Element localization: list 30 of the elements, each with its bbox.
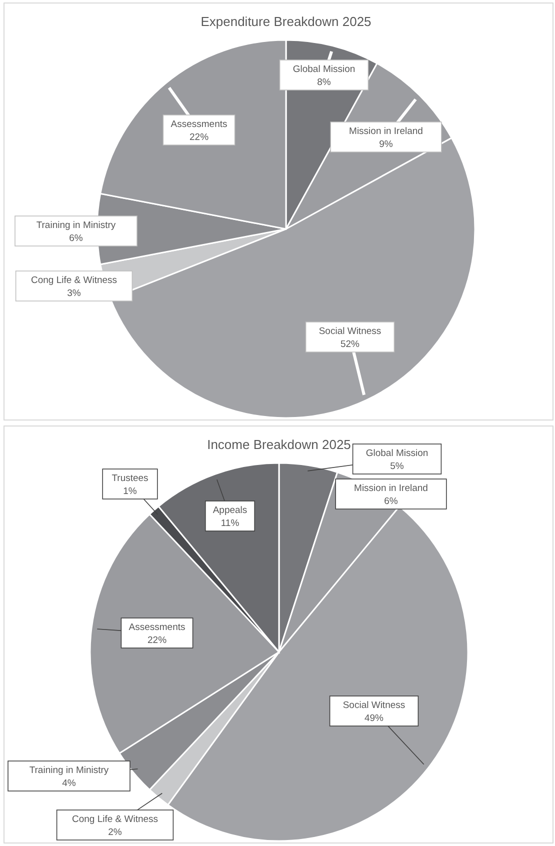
data-label: 52% (340, 339, 360, 350)
data-label: 4% (62, 778, 76, 789)
data-label: 49% (364, 713, 384, 724)
data-label: 5% (390, 461, 404, 472)
slice-label: Cong Life & Witness (72, 814, 158, 825)
data-label: 6% (384, 496, 398, 507)
slice-label: Assessments (170, 119, 228, 130)
slice-label: Social Witness (342, 700, 406, 711)
slice-label: Assessments (128, 622, 186, 633)
data-label: 8% (317, 77, 332, 88)
data-label: 6% (69, 233, 84, 244)
data-label: 22% (147, 635, 168, 646)
data-label: 9% (379, 139, 394, 150)
chart-title: Income Breakdown 2025 (207, 437, 351, 452)
data-label: 11% (220, 518, 240, 529)
slice-label: Mission in Ireland (354, 483, 428, 494)
slice-label: Cong Life & Witness (30, 275, 118, 286)
slice-label: Training in Ministry (29, 765, 109, 776)
chart-title: Expenditure Breakdown 2025 (200, 14, 372, 29)
slice-label: Trustees (112, 473, 149, 484)
data-label: 1% (123, 486, 138, 497)
data-label: 2% (108, 827, 122, 838)
slice-label: Social Witness (318, 326, 382, 337)
slice-label: Global Mission (292, 64, 356, 75)
slice-label: Training in Ministry (36, 220, 116, 231)
data-label: 3% (67, 288, 82, 299)
slice-label: Appeals (212, 505, 248, 516)
slice-label: Global Mission (366, 448, 428, 459)
data-label: 22% (189, 132, 210, 143)
slice-label: Mission in Ireland (349, 126, 423, 137)
